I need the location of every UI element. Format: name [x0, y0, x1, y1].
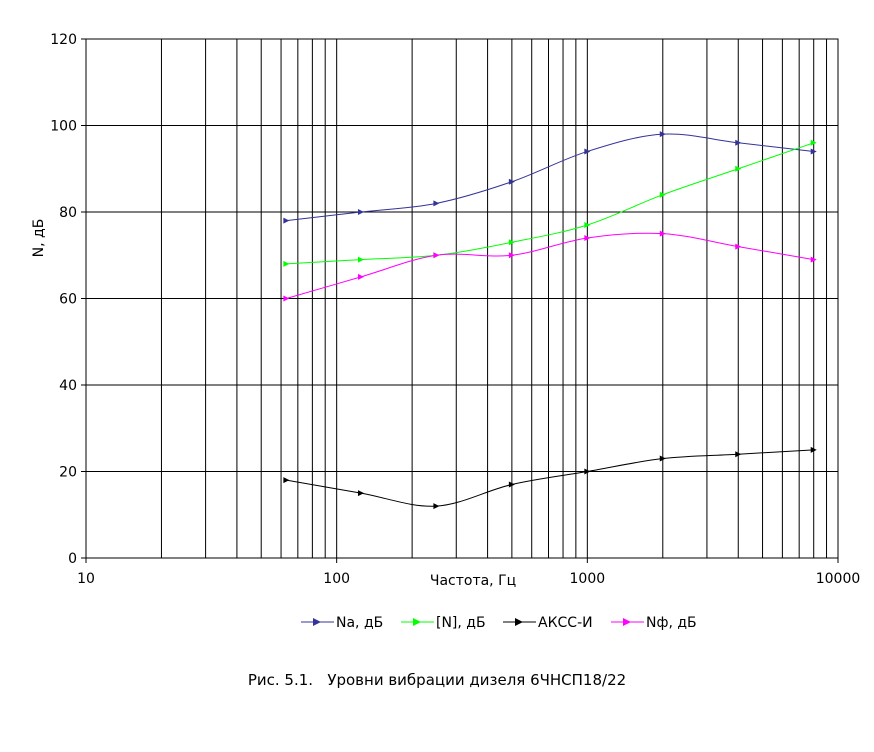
data-point-marker	[659, 455, 666, 462]
legend-item: АКСС-И	[503, 615, 593, 631]
y-tick-label: 20	[59, 465, 77, 481]
data-point-marker	[659, 191, 666, 198]
series-1	[283, 131, 817, 224]
series-3	[283, 446, 817, 510]
legend-item: Na, дБ	[301, 615, 383, 631]
series-line	[286, 232, 814, 299]
data-point-marker	[810, 139, 817, 146]
legend-swatch-marker	[623, 618, 631, 626]
y-tick-label: 0	[68, 551, 77, 567]
grid-lines	[86, 39, 838, 558]
legend-label: АКСС-И	[538, 615, 593, 631]
data-point-marker	[810, 256, 817, 263]
y-tick-label: 60	[59, 292, 77, 308]
legend: Na, дБ [N], дБ АКСС-И Nф, дБ	[301, 615, 697, 631]
data-point-marker	[283, 217, 290, 224]
x-tick-label: 1000	[570, 571, 606, 587]
data-point-marker	[433, 200, 440, 207]
y-tick-label: 120	[50, 32, 77, 48]
data-point-marker	[508, 481, 515, 488]
y-tick-label: 40	[59, 378, 77, 394]
data-point-marker	[735, 139, 742, 146]
data-point-marker	[735, 165, 742, 172]
legend-swatch-marker	[413, 618, 421, 626]
x-tick-label: 10	[77, 571, 95, 587]
data-point-marker	[508, 178, 515, 185]
x-tick-label: 100	[323, 571, 350, 587]
legend-swatch-marker	[313, 618, 321, 626]
data-point-marker	[357, 273, 364, 280]
legend-swatch-marker	[515, 618, 523, 626]
legend-label: Na, дБ	[336, 615, 383, 631]
data-point-marker	[659, 230, 666, 237]
series-line	[286, 142, 814, 265]
figure-caption: Рис. 5.1. Уровни вибрации дизеля 6ЧНСП18…	[247, 671, 627, 689]
data-point-marker	[357, 209, 364, 215]
y-axis-title: N, дБ	[31, 219, 47, 258]
y-tick-label: 100	[50, 119, 77, 135]
data-point-marker	[584, 468, 591, 475]
data-point-marker	[810, 148, 817, 155]
data-point-marker	[508, 239, 515, 246]
data-point-marker	[659, 131, 666, 138]
x-axis-title: Частота, Гц	[430, 573, 516, 589]
data-point-marker	[584, 234, 591, 241]
series-line	[286, 133, 814, 222]
y-tick-label: 80	[59, 205, 77, 221]
series-2	[283, 139, 817, 267]
legend-label: Nф, дБ	[646, 615, 697, 631]
data-point-marker	[508, 252, 515, 259]
data-point-marker	[735, 243, 742, 250]
legend-label: [N], дБ	[436, 615, 486, 631]
data-point-marker	[584, 148, 591, 155]
data-point-marker	[584, 221, 591, 228]
series-line	[286, 449, 814, 507]
data-point-marker	[433, 252, 440, 259]
data-point-marker	[735, 451, 742, 458]
series-layer	[283, 131, 817, 510]
data-point-marker	[810, 446, 817, 453]
data-point-marker	[357, 256, 364, 263]
legend-item: Nф, дБ	[611, 615, 697, 631]
series-4	[283, 230, 817, 302]
legend-item: [N], дБ	[401, 615, 486, 631]
data-point-marker	[433, 503, 440, 510]
data-point-marker	[357, 490, 364, 497]
x-axis-ticks: 10 100 1000 10000	[77, 558, 860, 587]
data-point-marker	[283, 295, 290, 302]
y-axis-ticks: 0 20 40 60 80 100 120	[50, 32, 86, 567]
data-point-marker	[283, 477, 290, 484]
data-point-marker	[283, 260, 290, 267]
x-tick-label: 10000	[816, 571, 861, 587]
